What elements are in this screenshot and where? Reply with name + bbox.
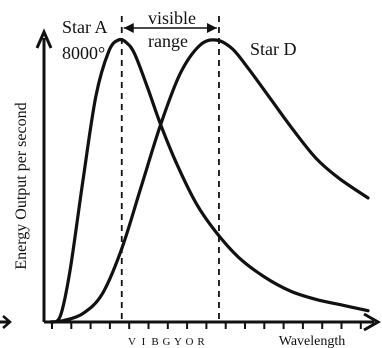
curves [48, 37, 370, 324]
star-a-curve [48, 37, 370, 324]
x-ticks [51, 322, 362, 329]
x-axis-arrow [363, 312, 382, 332]
star-d-label: Star D [250, 39, 297, 59]
visible-range-arrow-right [206, 23, 217, 33]
y-axis-label: Energy Output per second [13, 102, 30, 269]
visible-label-line2: range [148, 31, 188, 51]
spectrum-letter: Y [174, 336, 182, 348]
y-axis-arrow [35, 28, 53, 49]
spectrum-letter: G [163, 336, 171, 348]
star-a-label: Star A [62, 17, 108, 37]
star-a-temperature: 8000° [62, 43, 105, 63]
axes [0, 28, 382, 332]
spectrum-letter: O [186, 336, 194, 348]
visible-range-arrow-left [123, 23, 134, 33]
star-d-curve [48, 38, 370, 324]
visible-label-line1: visible [148, 8, 196, 28]
visible-range-lines [120, 16, 220, 322]
spectrum-letter: V [128, 336, 136, 348]
spectrum-letter: I [142, 336, 146, 348]
spectrum-letter: B [151, 336, 158, 348]
x-axis-label: Wavelength [279, 334, 346, 348]
left-edge-arrowhead [2, 315, 12, 329]
spectrum-letter: R [197, 336, 205, 348]
